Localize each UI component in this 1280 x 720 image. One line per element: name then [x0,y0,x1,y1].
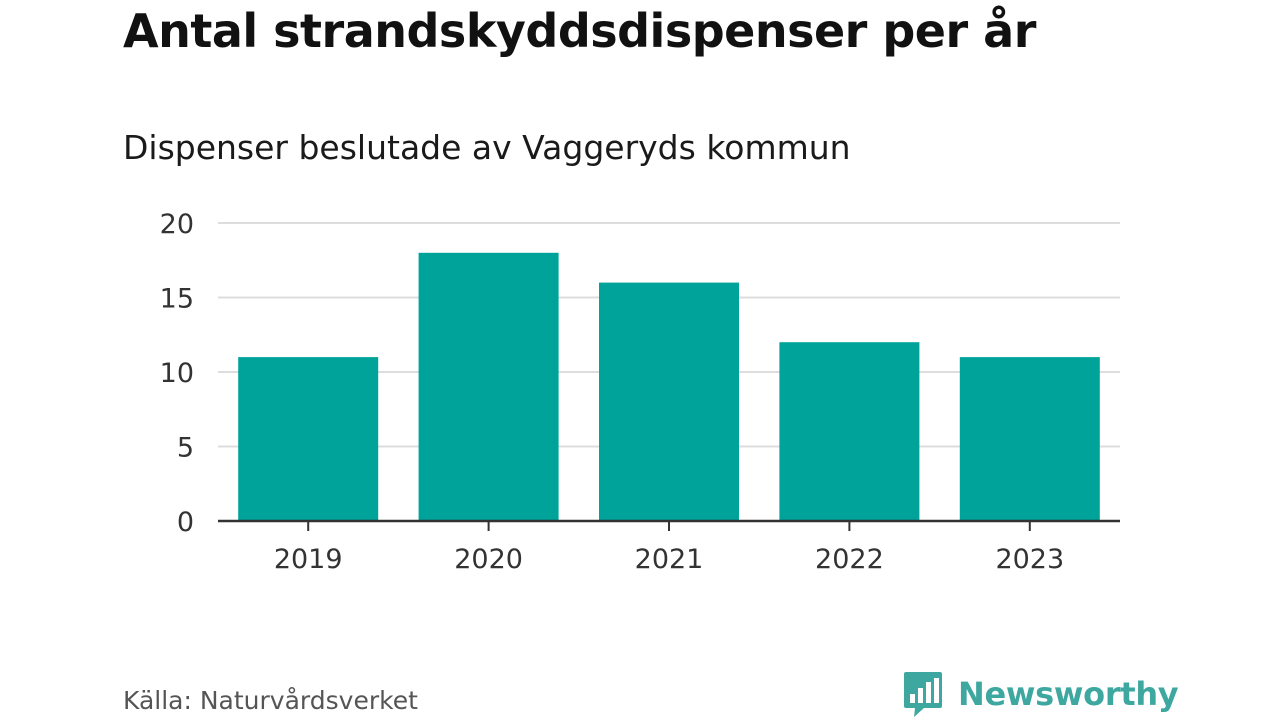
source-note: Källa: Naturvårdsverket [123,686,418,715]
y-tick-label: 15 [160,284,194,315]
x-tick-label: 2022 [815,544,884,575]
brand-logo: Newsworthy [902,670,1179,718]
y-tick-label: 0 [177,507,194,538]
axes: 0 5 10 15 20 2019 2020 2021 2022 2023 [160,209,1120,575]
brand-name: Newsworthy [958,675,1179,713]
x-tick-label: 2023 [995,544,1064,575]
bar-2019 [238,357,379,521]
bar-2023 [959,357,1100,521]
y-tick-label: 20 [160,209,194,240]
chart-title: Antal strandskyddsdispenser per år [123,4,1036,58]
bar-2022 [779,342,920,521]
x-tick-label: 2019 [274,544,343,575]
x-tick-label: 2021 [635,544,704,575]
x-tick-label: 2020 [454,544,523,575]
bars [238,252,1100,522]
newsworthy-logo-icon [904,672,942,717]
bar-2020 [418,252,559,522]
y-tick-label: 10 [160,358,194,389]
bar-2021 [599,282,739,521]
chart-subtitle: Dispenser beslutade av Vaggeryds kommun [123,128,851,167]
y-tick-label: 5 [177,433,194,464]
